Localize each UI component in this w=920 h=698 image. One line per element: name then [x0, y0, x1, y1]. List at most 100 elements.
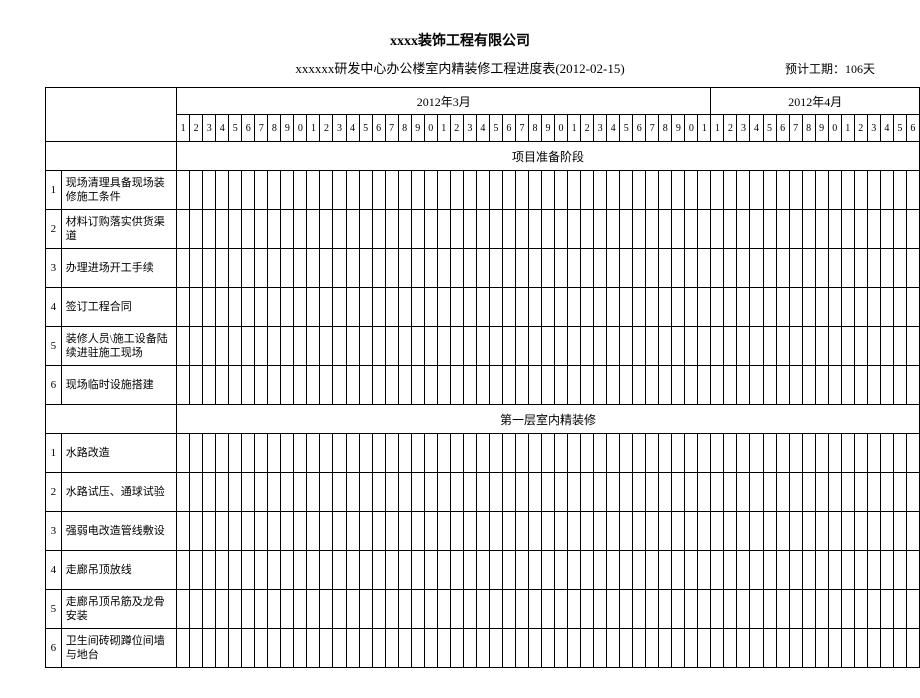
gantt-cell: [541, 366, 554, 405]
gantt-cell: [502, 551, 515, 590]
gantt-cell: [607, 327, 620, 366]
gantt-cell: [906, 171, 919, 210]
gantt-cell: [802, 210, 815, 249]
gantt-cell: [555, 473, 568, 512]
gantt-cell: [255, 288, 268, 327]
gantt-cell: [229, 590, 242, 629]
gantt-cell: [333, 249, 346, 288]
day-header: 9: [672, 115, 685, 142]
day-header: 2: [854, 115, 867, 142]
gantt-cell: [685, 512, 698, 551]
day-header: 5: [489, 115, 502, 142]
gantt-cell: [750, 434, 763, 473]
gantt-cell: [294, 434, 307, 473]
gantt-cell: [489, 288, 502, 327]
day-header: 2: [450, 115, 463, 142]
gantt-cell: [177, 171, 190, 210]
gantt-cell: [685, 629, 698, 668]
gantt-cell: [411, 473, 424, 512]
gantt-cell: [216, 171, 229, 210]
day-header: 1: [177, 115, 190, 142]
gantt-cell: [841, 551, 854, 590]
gantt-cell: [841, 210, 854, 249]
gantt-cell: [281, 434, 294, 473]
task-row: 5走廊吊顶吊筋及龙骨安装: [46, 590, 920, 629]
gantt-cell: [190, 366, 203, 405]
gantt-cell: [385, 551, 398, 590]
gantt-cell: [633, 629, 646, 668]
day-header: 4: [216, 115, 229, 142]
day-header: 3: [333, 115, 346, 142]
gantt-cell: [659, 590, 672, 629]
gantt-cell: [502, 512, 515, 551]
gantt-cell: [737, 590, 750, 629]
gantt-cell: [255, 249, 268, 288]
gantt-cell: [672, 327, 685, 366]
gantt-cell: [555, 327, 568, 366]
gantt-cell: [190, 327, 203, 366]
gantt-cell: [294, 512, 307, 551]
gantt-cell: [450, 366, 463, 405]
gantt-cell: [281, 590, 294, 629]
gantt-cell: [437, 551, 450, 590]
gantt-cell: [711, 288, 724, 327]
gantt-cell: [476, 551, 489, 590]
gantt-cell: [242, 434, 255, 473]
gantt-cell: [515, 512, 528, 551]
gantt-cell: [672, 210, 685, 249]
gantt-cell: [594, 249, 607, 288]
gantt-cell: [476, 288, 489, 327]
day-header: 1: [698, 115, 711, 142]
gantt-cell: [216, 288, 229, 327]
gantt-cell: [307, 171, 320, 210]
gantt-cell: [724, 327, 737, 366]
gantt-cell: [789, 629, 802, 668]
gantt-cell: [698, 288, 711, 327]
gantt-cell: [411, 249, 424, 288]
task-name: 材料订购落实供货渠道: [61, 210, 176, 249]
gantt-cell: [789, 249, 802, 288]
day-header: 4: [880, 115, 893, 142]
task-row: 2材料订购落实供货渠道: [46, 210, 920, 249]
gantt-cell: [854, 288, 867, 327]
gantt-cell: [906, 473, 919, 512]
gantt-cell: [672, 590, 685, 629]
gantt-cell: [541, 327, 554, 366]
gantt-cell: [672, 551, 685, 590]
gantt-cell: [594, 512, 607, 551]
day-header: 8: [528, 115, 541, 142]
gantt-cell: [268, 473, 281, 512]
gantt-cell: [528, 629, 541, 668]
day-header: 9: [411, 115, 424, 142]
gantt-cell: [424, 288, 437, 327]
gantt-cell: [763, 366, 776, 405]
gantt-cell: [750, 327, 763, 366]
gantt-cell: [281, 512, 294, 551]
month-header: 2012年4月: [711, 88, 920, 115]
gantt-cell: [659, 288, 672, 327]
gantt-cell: [229, 171, 242, 210]
gantt-cell: [190, 288, 203, 327]
gantt-cell: [815, 327, 828, 366]
gantt-cell: [776, 366, 789, 405]
gantt-cell: [177, 327, 190, 366]
gantt-cell: [698, 210, 711, 249]
gantt-cell: [880, 434, 893, 473]
gantt-cell: [802, 590, 815, 629]
gantt-cell: [385, 590, 398, 629]
gantt-cell: [203, 210, 216, 249]
gantt-cell: [463, 629, 476, 668]
gantt-cell: [372, 473, 385, 512]
gantt-cell: [385, 288, 398, 327]
gantt-cell: [359, 434, 372, 473]
gantt-cell: [620, 210, 633, 249]
gantt-cell: [763, 327, 776, 366]
gantt-cell: [346, 629, 359, 668]
gantt-cell: [242, 327, 255, 366]
gantt-cell: [841, 473, 854, 512]
gantt-cell: [203, 249, 216, 288]
task-row: 4签订工程合同: [46, 288, 920, 327]
gantt-cell: [789, 366, 802, 405]
gantt-cell: [685, 551, 698, 590]
gantt-cell: [841, 366, 854, 405]
